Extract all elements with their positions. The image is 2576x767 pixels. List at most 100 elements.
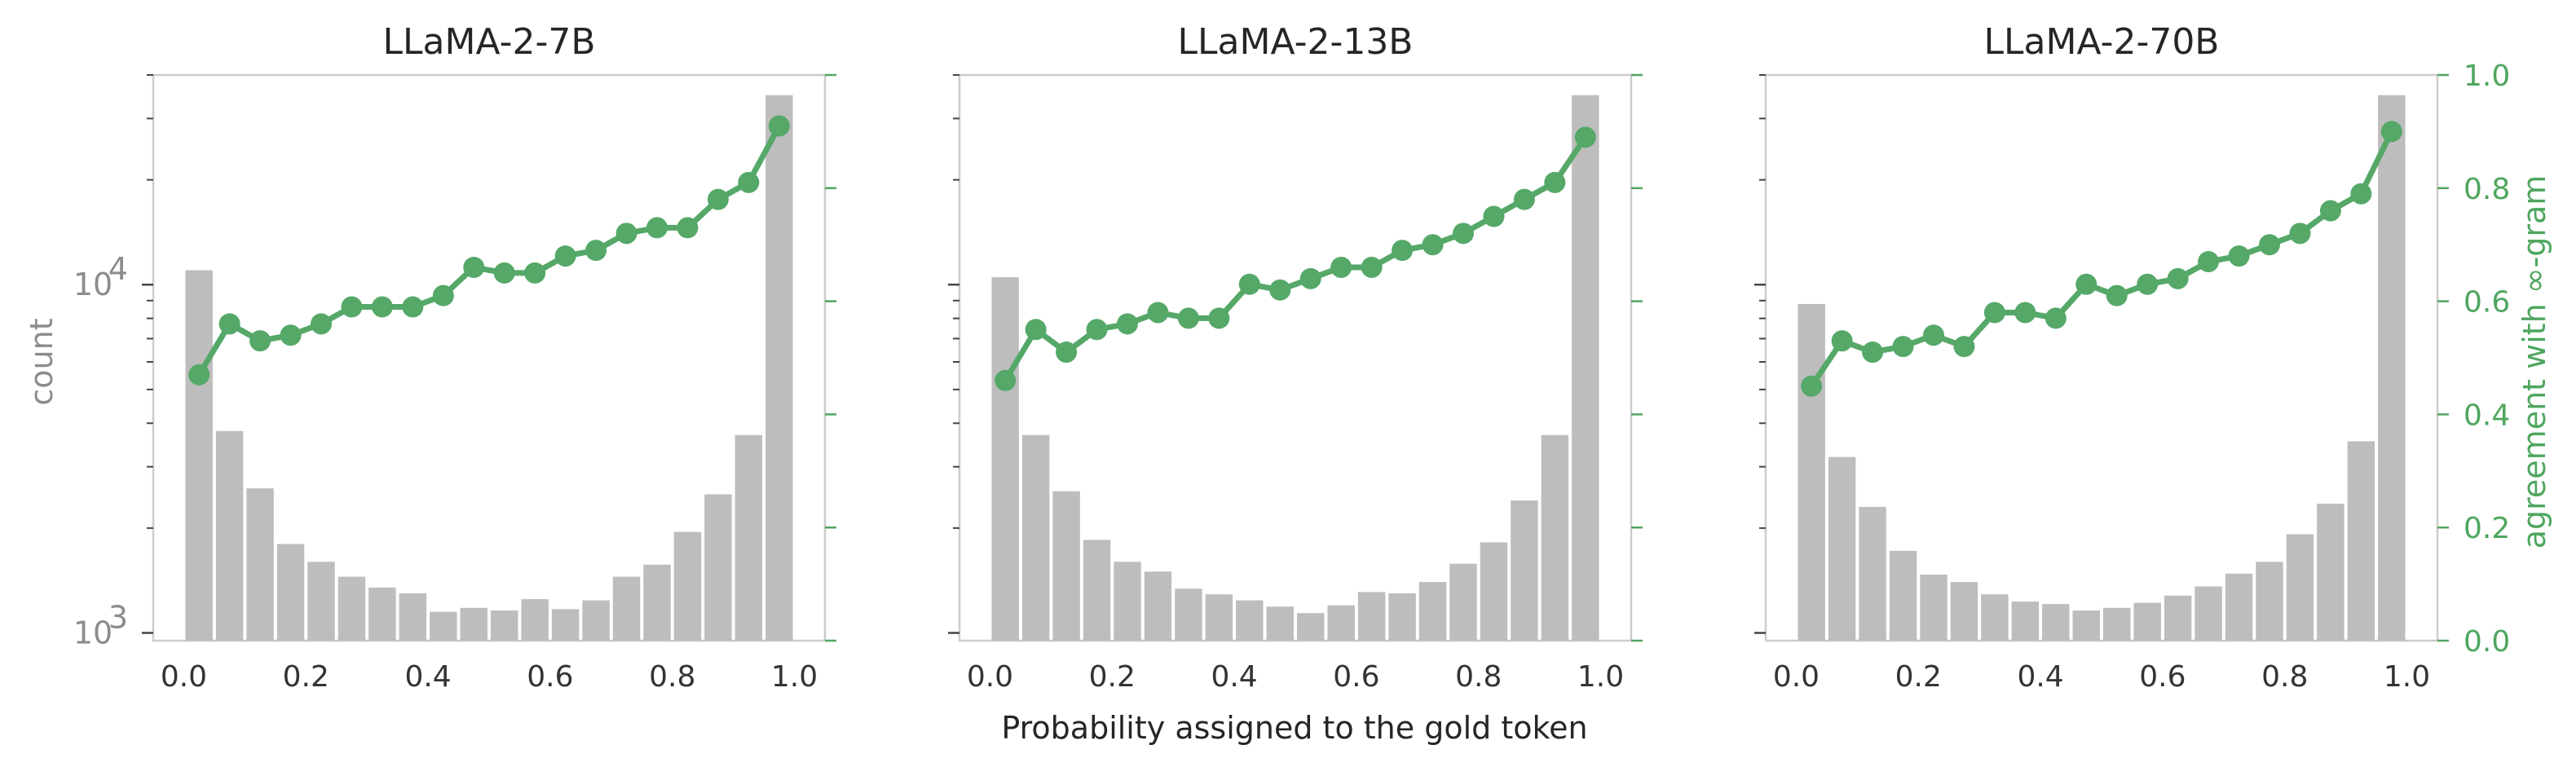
agreement-point — [1299, 267, 1321, 289]
count-bar — [1083, 540, 1111, 641]
agreement-point — [341, 296, 363, 318]
count-bar — [1859, 506, 1886, 641]
agreement-point — [1422, 234, 1444, 256]
count-bar — [673, 531, 702, 641]
agreement-point — [1147, 302, 1169, 324]
count-bar — [1021, 434, 1050, 641]
agreement-point — [2137, 273, 2159, 295]
count-bar — [1236, 600, 1264, 641]
right-ylabel: agreement with ∞-gram — [2516, 175, 2552, 549]
agreement-point — [1453, 223, 1474, 245]
agreement-point — [218, 313, 240, 335]
count-bar — [1327, 605, 1355, 641]
panel-title: LLaMA-2-70B — [1983, 21, 2219, 63]
agreement-point — [524, 262, 546, 284]
agreement-point — [1892, 336, 1914, 358]
x-tick-label: 0.0 — [967, 660, 1013, 694]
count-bar — [1418, 582, 1447, 641]
agreement-point — [2289, 223, 2311, 245]
count-bar — [2011, 602, 2040, 641]
count-bar — [1357, 592, 1386, 641]
agreement-point — [2014, 302, 2036, 324]
y-tick-label: 10 — [73, 267, 112, 302]
x-tick-label: 0.0 — [1773, 660, 1820, 694]
count-bar — [2286, 534, 2314, 641]
count-bar — [551, 609, 580, 641]
agreement-tick-label: 0.4 — [2464, 399, 2510, 432]
agreement-point — [646, 217, 668, 239]
count-bar — [460, 607, 487, 641]
agreement-point — [1574, 126, 1596, 148]
agreement-point — [1544, 171, 1566, 193]
agreement-point — [1801, 375, 1823, 397]
y-tick-exponent: 3 — [108, 599, 128, 635]
agreement-tick-label: 0.0 — [2464, 625, 2510, 659]
agreement-point — [2167, 267, 2189, 289]
panel-title: LLaMA-2-13B — [1177, 21, 1413, 63]
agreement-tick-label: 0.8 — [2464, 173, 2510, 206]
agreement-point — [995, 369, 1017, 391]
plot-frame — [152, 73, 827, 642]
agreement-point — [1177, 307, 1199, 329]
agreement-point — [493, 262, 515, 284]
panel-1: LLaMA-2-13B 0.0 0.2 0.4 0.6 0.8 1.0 — [948, 21, 1643, 694]
y-tick-label: 10 — [73, 615, 112, 650]
panel-title: LLaMA-2-7B — [382, 21, 595, 63]
agreement-point — [463, 256, 485, 278]
agreement-point — [1269, 279, 1291, 301]
agreement-point — [1983, 302, 2005, 324]
agreement-point — [2350, 183, 2372, 205]
agreement-point — [1513, 188, 1535, 210]
x-tick-label: 0.2 — [1089, 660, 1136, 694]
agreement-point — [1117, 313, 1138, 335]
agreement-tick-label: 0.6 — [2464, 286, 2510, 320]
count-bar — [246, 488, 274, 641]
agreement-tick-label: 0.2 — [2464, 512, 2510, 545]
count-bar — [307, 562, 335, 641]
count-bar — [276, 544, 305, 641]
count-bar — [1950, 582, 1978, 641]
agreement-point — [1831, 330, 1853, 352]
x-tick-label: 0.4 — [2017, 660, 2063, 694]
x-tick-label: 0.4 — [1211, 660, 1257, 694]
agreement-point — [585, 240, 607, 262]
count-bar — [2347, 441, 2375, 641]
x-tick-label: 0.4 — [404, 660, 451, 694]
plot-frame — [958, 73, 1633, 642]
count-bar — [643, 564, 671, 641]
x-tick-label: 0.2 — [1895, 660, 1942, 694]
agreement-point — [615, 223, 637, 245]
agreement-point — [738, 171, 760, 193]
count-bar — [1828, 456, 1856, 641]
count-bar — [2225, 573, 2253, 641]
x-tick-label: 0.8 — [1455, 660, 1502, 694]
count-bar — [2164, 595, 2192, 641]
count-bar — [2133, 602, 2161, 641]
agreement-point — [1208, 307, 1230, 329]
agreement-point — [1923, 324, 1944, 346]
count-bar — [1388, 593, 1416, 641]
agreement-point — [1025, 319, 1047, 341]
x-tick-label: 0.0 — [161, 660, 207, 694]
agreement-point — [1953, 336, 1975, 358]
agreement-point — [188, 364, 210, 386]
count-bar — [215, 430, 244, 641]
x-tick-label: 1.0 — [1577, 660, 1624, 694]
count-bar — [1511, 500, 1538, 641]
x-tick-label: 0.6 — [2139, 660, 2186, 694]
count-bar — [1797, 303, 1825, 641]
agreement-point — [311, 313, 332, 335]
count-bar — [765, 95, 793, 641]
agreement-point — [1056, 342, 1078, 364]
agreement-point — [2075, 273, 2097, 295]
agreement-tick-label: 1.0 — [2464, 60, 2510, 93]
panel-2: LLaMA-2-70B 0.0 0.2 0.4 0.6 0.8 1.0 0.0 0.2 0.4 0.… — [1754, 21, 2510, 694]
count-bar — [1889, 550, 1917, 641]
count-bar — [582, 600, 610, 641]
agreement-point — [1862, 342, 1884, 364]
agreement-point — [249, 330, 271, 352]
left-ylabel: count — [24, 318, 60, 405]
plot-frame — [1764, 73, 2439, 642]
count-bar — [1175, 588, 1202, 641]
